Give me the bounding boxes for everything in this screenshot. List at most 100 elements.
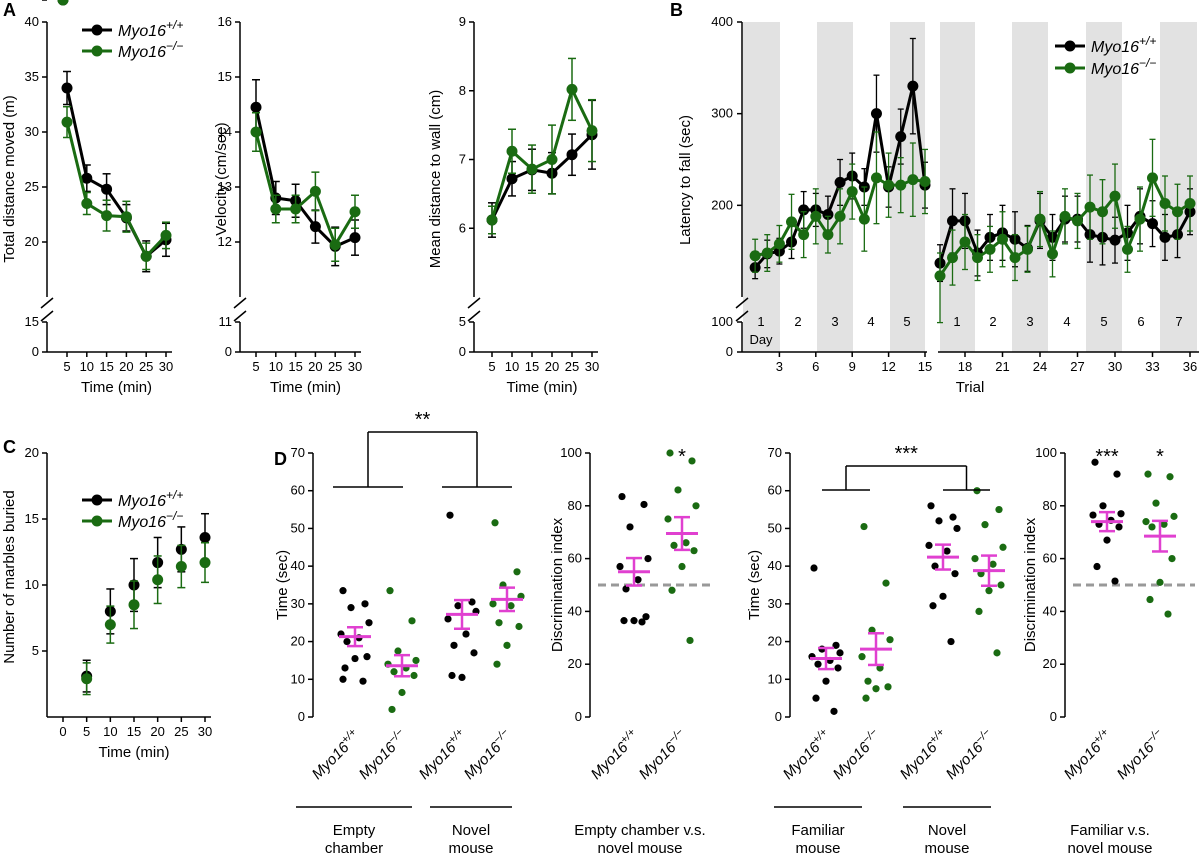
data-point: [270, 203, 282, 215]
y-tick-label: 60: [1043, 551, 1057, 566]
data-point: [349, 206, 361, 218]
data-point: [410, 671, 418, 680]
data-point: [1093, 562, 1101, 571]
axis-break-mark: [40, 297, 54, 309]
day-band: [890, 22, 925, 352]
data-point: [101, 210, 113, 222]
data-point: [872, 685, 880, 693]
data-point: [1109, 234, 1121, 246]
data-point: [513, 568, 521, 576]
y-tick-label: 20: [568, 656, 582, 671]
data-point: [1152, 499, 1160, 507]
data-point: [927, 502, 935, 510]
data-point: [907, 80, 919, 92]
x-axis-title: Time (min): [270, 379, 341, 396]
data-point: [365, 619, 373, 627]
y-tick-label: 100: [1035, 445, 1057, 460]
axis-break-mark: [735, 310, 749, 322]
data-point: [566, 149, 578, 161]
data-point: [668, 586, 676, 594]
day-word-label: Day: [749, 332, 773, 347]
y-tick-label: 40: [1043, 603, 1057, 618]
day-band: [1012, 22, 1048, 352]
y-tick-label: 0: [575, 709, 582, 724]
legend-label-ko: Myo16−/−: [118, 509, 183, 531]
x-axis-title: Trial: [956, 379, 985, 396]
x-tick-label: 6: [812, 359, 819, 374]
y-tick-label: 300: [711, 106, 733, 121]
data-point: [830, 707, 838, 715]
legend-label-wt: Myo16+/+: [118, 488, 183, 510]
chart-a-velocity: 0 11 12 13 14 15 16 5 10 15 20 25 30 Time (min) Veloci…: [213, 14, 362, 396]
data-point: [468, 598, 476, 606]
data-point: [953, 524, 961, 533]
y-axis-title: Velocity (cm/sec): [213, 122, 230, 235]
x-tick-label: 25: [328, 359, 342, 374]
data-point: [919, 176, 931, 187]
data-point: [1142, 518, 1150, 526]
x-tick-label: 10: [505, 359, 519, 374]
data-point: [1159, 198, 1171, 209]
data-point: [394, 647, 402, 655]
data-point: [749, 250, 761, 262]
data-point: [199, 531, 211, 543]
data-point: [895, 179, 907, 191]
data-point: [1147, 218, 1158, 230]
y-tick-label: 80: [1043, 498, 1057, 513]
axis-break-mark: [467, 310, 481, 322]
legend-marker-wt: [1064, 40, 1076, 52]
data-point: [1168, 555, 1176, 563]
x-tick-label: 30: [159, 359, 173, 374]
y-axis-title: Mean distance to wall (cm): [427, 90, 444, 268]
data-point: [883, 179, 895, 191]
data-point: [309, 221, 321, 233]
legend-marker-ko: [1064, 62, 1076, 74]
data-point: [638, 618, 646, 626]
data-point: [1160, 520, 1168, 528]
y-axis-title: Number of marbles buried: [1, 490, 18, 663]
y-tick-label: 50: [291, 520, 305, 535]
chart-a-total-distance: 0 15 20 25 30 35 40 5 10 15 20 25 30 Time (min) Total …: [1, 14, 183, 396]
category-label: Myo16+/+: [778, 726, 835, 783]
data-point: [931, 562, 939, 570]
y-tick-label: 200: [711, 197, 733, 212]
data-point: [152, 574, 164, 586]
y-tick-label: 40: [291, 558, 305, 573]
day-band: [1160, 22, 1197, 352]
y-tick-label: 0: [775, 709, 782, 724]
group-label: Familiar: [791, 822, 844, 839]
series-line-wt: [65, 87, 167, 259]
axis-break-mark: [467, 297, 481, 309]
data-point: [1072, 215, 1083, 227]
data-point: [290, 203, 302, 215]
data-point: [822, 209, 834, 220]
data-point: [886, 636, 894, 644]
significance-marker: ***: [895, 443, 919, 465]
group-label: chamber: [325, 840, 383, 857]
x-axis-title: Time (min): [506, 379, 577, 396]
x-tick-label: 5: [252, 359, 259, 374]
axis-break-mark: [233, 297, 247, 309]
x-axis-title: novel mouse: [1067, 840, 1152, 857]
y-tick-label: 60: [768, 483, 782, 498]
significance-marker: **: [415, 409, 431, 431]
data-point: [798, 204, 810, 216]
y-tick-label: 0: [459, 344, 466, 359]
data-point: [1172, 206, 1183, 218]
x-tick-label: 9: [849, 359, 856, 374]
data-point: [339, 675, 347, 683]
y-tick-label: 70: [768, 445, 782, 460]
category-label: Myo16−/−: [634, 726, 691, 783]
data-point: [822, 677, 830, 685]
data-point: [618, 492, 626, 501]
y-tick-label: 15: [25, 511, 39, 526]
y-tick-label: 10: [768, 671, 782, 686]
data-point: [644, 555, 652, 563]
chart-c-marbles: 0 5 10 15 20 0 5 10 15 20 25 30 Time (min) Number of …: [1, 0, 212, 761]
x-tick-label: 15: [288, 359, 302, 374]
category-label: Myo16−/−: [459, 726, 516, 783]
x-axis-title: Time (min): [81, 379, 152, 396]
data-point: [1156, 578, 1164, 586]
chart-a-distance-to-wall: 0 5 6 7 8 9 5 10 15 20 25 30 Time (min) Mean distance…: [427, 14, 599, 396]
